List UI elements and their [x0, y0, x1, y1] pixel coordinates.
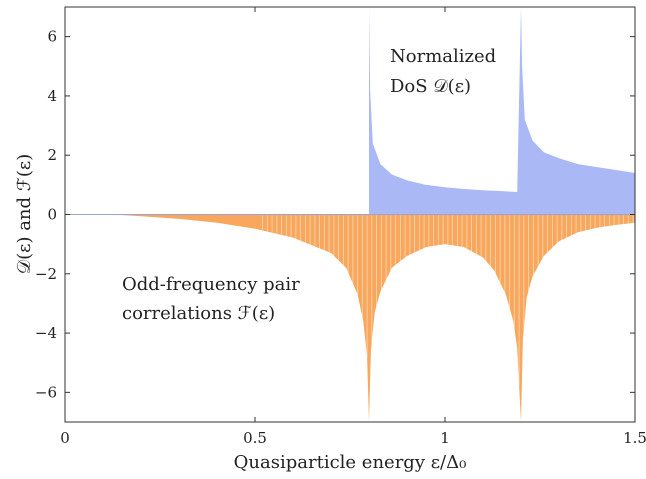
stripe-overlay — [262, 215, 634, 386]
y-tick-label: 0 — [47, 206, 57, 224]
y-tick-label: −4 — [35, 324, 57, 342]
x-tick-label: 1.5 — [623, 429, 646, 447]
y-tick-label: −2 — [35, 265, 57, 283]
y-tick-label: 4 — [47, 87, 57, 105]
annotation-dos-line2: DoS 𝒟(ε) — [390, 76, 471, 97]
x-tick-label: 1 — [440, 429, 450, 447]
y-tick-label: 2 — [47, 146, 57, 164]
series-layer — [65, 7, 635, 422]
annotation-pair-line1: Odd-frequency pair — [122, 274, 300, 295]
tick-layer: 0 0.5 1 1.5 −6 −4 −2 0 2 4 6 — [35, 7, 646, 447]
pair-correlation-area — [65, 214, 635, 422]
y-tick-label: −6 — [35, 383, 57, 401]
x-tick-label: 0 — [60, 429, 70, 447]
y-tick-label: 6 — [47, 28, 57, 46]
annotation-dos-line1: Normalized — [390, 46, 496, 67]
dos-area — [369, 7, 635, 215]
annotation-pair-line2: correlations ℱ(ε) — [122, 303, 275, 324]
x-tick-label: 0.5 — [243, 429, 267, 447]
x-axis-label: Quasiparticle energy ε/Δ₀ — [234, 452, 467, 473]
y-axis-label: 𝒟(ε) and ℱ(ε) — [14, 154, 35, 275]
